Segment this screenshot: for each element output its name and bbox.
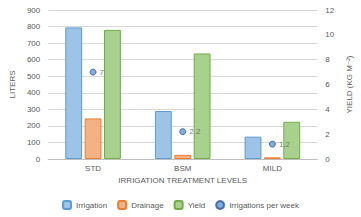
svg-text:Yield: Yield <box>188 201 206 210</box>
svg-text:8: 8 <box>325 55 330 64</box>
svg-text:MILD: MILD <box>263 164 282 173</box>
svg-text:800: 800 <box>27 22 41 31</box>
svg-text:0: 0 <box>325 155 330 164</box>
svg-text:6: 6 <box>325 80 330 89</box>
svg-text:0: 0 <box>36 155 41 164</box>
svg-text:Irrigation: Irrigation <box>76 201 107 210</box>
svg-text:IRRIGATION TREATMENT LEVELS: IRRIGATION TREATMENT LEVELS <box>118 176 247 185</box>
svg-text:700: 700 <box>27 39 41 48</box>
svg-text:200: 200 <box>27 121 41 130</box>
svg-text:STD: STD <box>85 164 101 173</box>
svg-text:100: 100 <box>27 138 41 147</box>
svg-text:400: 400 <box>27 88 41 97</box>
svg-text:Irrigations per week: Irrigations per week <box>229 201 300 210</box>
svg-text:500: 500 <box>27 72 41 81</box>
svg-text:2: 2 <box>325 130 330 139</box>
svg-text:12: 12 <box>325 6 334 15</box>
svg-text:4: 4 <box>325 105 330 114</box>
svg-text:10: 10 <box>325 30 334 39</box>
svg-text:600: 600 <box>27 55 41 64</box>
svg-text:LITERS: LITERS <box>8 70 17 98</box>
svg-text:2.2: 2.2 <box>189 127 201 136</box>
svg-text:BSM: BSM <box>174 164 192 173</box>
svg-text:300: 300 <box>27 105 41 114</box>
svg-text:Drainage: Drainage <box>131 201 164 210</box>
svg-text:7: 7 <box>100 68 105 77</box>
svg-text:900: 900 <box>27 6 41 15</box>
svg-text:1.2: 1.2 <box>279 140 291 149</box>
svg-text:YIELD (KG M⁻²): YIELD (KG M⁻²) <box>345 55 354 113</box>
